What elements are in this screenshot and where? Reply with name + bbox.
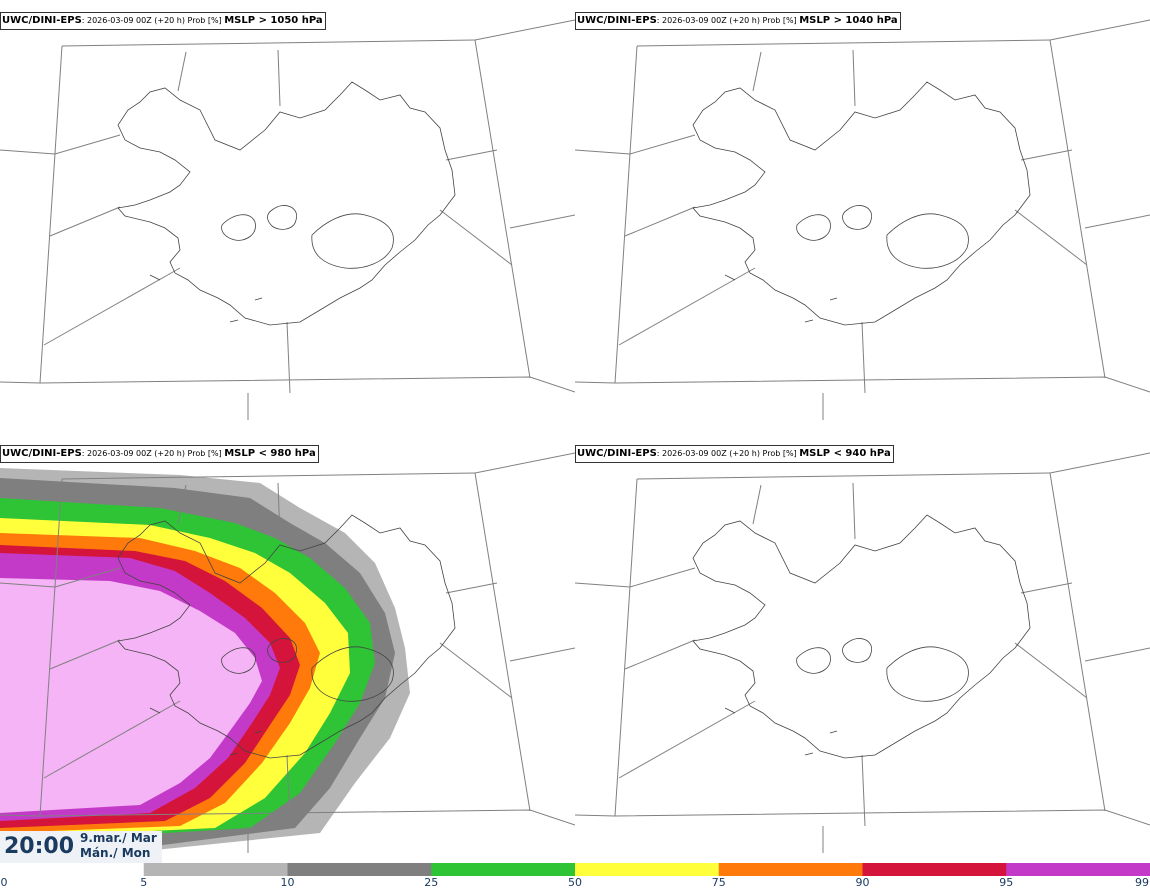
- panel-title: UWC/DINI-EPS: 2026-03-09 00Z (+20 h) Pro…: [575, 445, 894, 463]
- probability-field: [0, 468, 410, 866]
- colorbar-segment: [575, 863, 720, 876]
- map-panel-mslp-gt-1050: UWC/DINI-EPS: 2026-03-09 00Z (+20 h) Pro…: [0, 0, 575, 433]
- panel-title: UWC/DINI-EPS: 2026-03-09 00Z (+20 h) Pro…: [0, 12, 326, 30]
- valid-date: 9.mar./ Mar Mán./ Mon: [80, 831, 157, 861]
- colorbar-tick-label: 75: [711, 876, 726, 889]
- map-canvas: [0, 19, 575, 421]
- colorbar-tick-label: 95: [999, 876, 1014, 889]
- colorbar-tick-label: 99: [1135, 876, 1149, 889]
- probability-colorbar: [0, 863, 1150, 876]
- colorbar-segment: [862, 863, 1007, 876]
- date-line-1: 9.mar./ Mar: [80, 831, 157, 845]
- colorbar-segment: [287, 863, 432, 876]
- colorbar-tick-label: 25: [424, 876, 439, 889]
- panel-title: UWC/DINI-EPS: 2026-03-09 00Z (+20 h) Pro…: [0, 445, 319, 463]
- colorbar-segment: [431, 863, 576, 876]
- colorbar-tick-label: 10: [280, 876, 295, 889]
- map-panel-mslp-lt-980: UWC/DINI-EPS: 2026-03-09 00Z (+20 h) Pro…: [0, 433, 575, 866]
- map-panel-mslp-lt-940: UWC/DINI-EPS: 2026-03-09 00Z (+20 h) Pro…: [575, 433, 1150, 866]
- panel-title: UWC/DINI-EPS: 2026-03-09 00Z (+20 h) Pro…: [575, 12, 901, 30]
- colorbar-tick-label: 0: [0, 876, 8, 889]
- colorbar-tick-label: 5: [140, 876, 148, 889]
- date-line-2: Mán./ Mon: [80, 846, 151, 860]
- colorbar-segment: [0, 863, 145, 876]
- valid-time: 20:00: [4, 834, 75, 859]
- map-canvas: [575, 452, 1150, 854]
- map-canvas: [575, 19, 1150, 421]
- colorbar-tick-label: 50: [568, 876, 582, 889]
- map-canvas: [0, 452, 575, 866]
- map-panel-mslp-gt-1040: UWC/DINI-EPS: 2026-03-09 00Z (+20 h) Pro…: [575, 0, 1150, 433]
- prob-contour-p99: [0, 578, 262, 813]
- colorbar-segment: [1006, 863, 1150, 876]
- timestamp-box: [0, 831, 162, 863]
- colorbar-segment: [143, 863, 288, 876]
- colorbar-tick-label: 90: [855, 876, 870, 889]
- colorbar-segment: [718, 863, 863, 876]
